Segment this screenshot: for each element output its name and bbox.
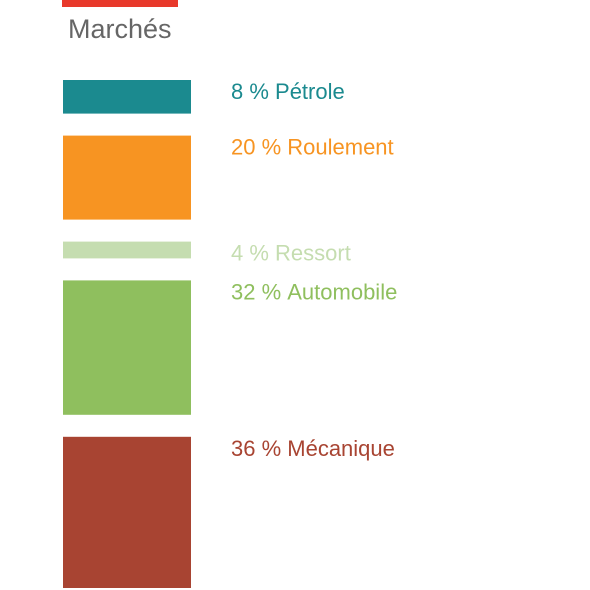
bar-roulement: [63, 135, 191, 220]
data-label-mecanique: 36 % Mécanique: [231, 436, 395, 461]
chart-title: Marchés: [68, 14, 172, 44]
data-label-petrole: 8 % Pétrole: [231, 79, 345, 104]
bar-mecanique: [63, 436, 191, 588]
title-accent-bar: [62, 0, 178, 7]
bar-automobile: [63, 280, 191, 415]
bar-petrole: [63, 80, 191, 114]
bar-ressort: [63, 241, 191, 259]
data-label-ressort: 4 % Ressort: [231, 241, 351, 266]
data-label-automobile: 32 % Automobile: [231, 279, 397, 304]
data-label-roulement: 20 % Roulement: [231, 135, 394, 160]
